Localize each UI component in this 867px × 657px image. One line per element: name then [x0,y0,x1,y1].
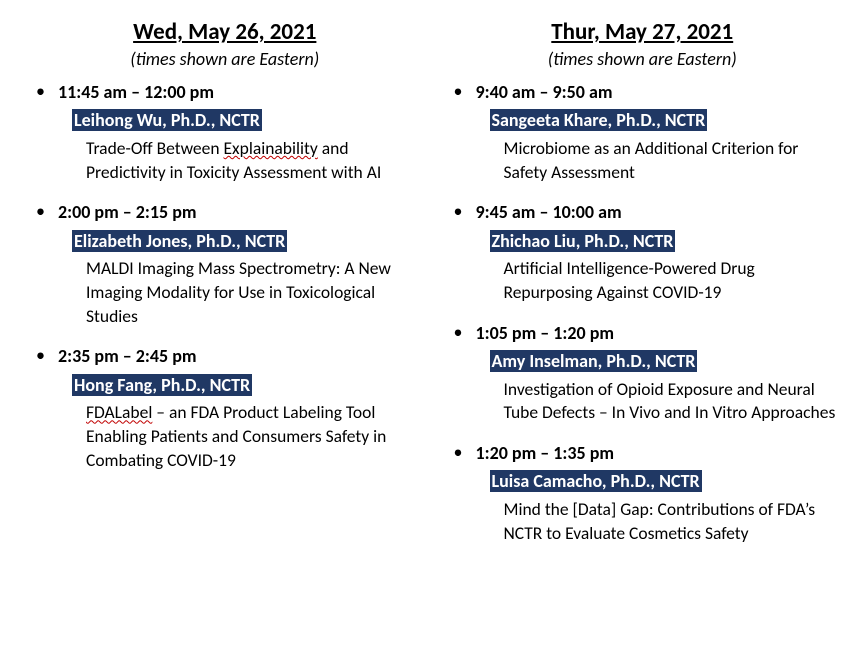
session-title: Mind the [Data] Gap: Contributions of FD… [476,498,840,545]
day-date: Thur, May 27, 2021 [446,18,840,46]
session-title: MALDI Imaging Mass Spectrometry: A New I… [58,257,422,328]
session-item: 11:45 am – 12:00 pm Leihong Wu, Ph.D., N… [36,80,422,184]
title-part: MALDI Imaging Mass Spectrometry: A New I… [86,257,391,326]
day-header-0: Wed, May 26, 2021 (times shown are Easte… [28,18,422,70]
speaker-name: Sangeeta Khare, Ph.D., NCTR [490,109,708,131]
session-time: 11:45 am – 12:00 pm [58,80,422,104]
speaker-name: Amy Inselman, Ph.D., NCTR [490,350,698,372]
session-time: 2:35 pm – 2:45 pm [58,344,422,368]
day-column-0: Wed, May 26, 2021 (times shown are Easte… [28,18,422,561]
session-item: 1:20 pm – 1:35 pm Luisa Camacho, Ph.D., … [454,441,840,545]
session-time: 9:45 am – 10:00 am [476,200,840,224]
day-date: Wed, May 26, 2021 [28,18,422,46]
speaker-line: Hong Fang, Ph.D., NCTR [58,371,422,400]
speaker-name: Leihong Wu, Ph.D., NCTR [72,109,262,131]
title-part-redline: Explainability [224,137,318,159]
speaker-name: Hong Fang, Ph.D., NCTR [72,374,252,396]
session-item: 2:35 pm – 2:45 pm Hong Fang, Ph.D., NCTR… [36,344,422,472]
session-title: Investigation of Opioid Exposure and Neu… [476,378,840,425]
speaker-name: Elizabeth Jones, Ph.D., NCTR [72,230,287,252]
title-part: Investigation of Opioid Exposure and Neu… [504,378,836,424]
session-time: 1:20 pm – 1:35 pm [476,441,840,465]
day-header-1: Thur, May 27, 2021 (times shown are East… [446,18,840,70]
schedule-columns: Wed, May 26, 2021 (times shown are Easte… [28,18,839,561]
title-part: Artificial Intelligence-Powered Drug Rep… [504,257,755,303]
session-list-0: 11:45 am – 12:00 pm Leihong Wu, Ph.D., N… [28,80,422,472]
day-column-1: Thur, May 27, 2021 (times shown are East… [446,18,840,561]
session-item: 9:45 am – 10:00 am Zhichao Liu, Ph.D., N… [454,200,840,304]
session-title: Microbiome as an Additional Criterion fo… [476,137,840,184]
session-item: 9:40 am – 9:50 am Sangeeta Khare, Ph.D.,… [454,80,840,184]
session-title: Trade-Off Between Explainability and Pre… [58,137,422,184]
speaker-name: Luisa Camacho, Ph.D., NCTR [490,470,702,492]
speaker-line: Luisa Camacho, Ph.D., NCTR [476,467,840,496]
session-item: 2:00 pm – 2:15 pm Elizabeth Jones, Ph.D.… [36,200,422,328]
title-part: Mind the [Data] Gap: Contributions of FD… [504,498,816,544]
title-part: Microbiome as an Additional Criterion fo… [504,137,799,183]
speaker-line: Leihong Wu, Ph.D., NCTR [58,106,422,135]
speaker-line: Amy Inselman, Ph.D., NCTR [476,347,840,376]
title-part: Trade-Off Between [86,137,224,159]
session-time: 1:05 pm – 1:20 pm [476,321,840,345]
speaker-line: Zhichao Liu, Ph.D., NCTR [476,227,840,256]
session-time: 2:00 pm – 2:15 pm [58,200,422,224]
day-tz-note: (times shown are Eastern) [446,48,840,70]
speaker-line: Elizabeth Jones, Ph.D., NCTR [58,227,422,256]
title-part-redline: FDALabel [86,401,152,423]
session-list-1: 9:40 am – 9:50 am Sangeeta Khare, Ph.D.,… [446,80,840,545]
session-item: 1:05 pm – 1:20 pm Amy Inselman, Ph.D., N… [454,321,840,425]
day-tz-note: (times shown are Eastern) [28,48,422,70]
speaker-line: Sangeeta Khare, Ph.D., NCTR [476,106,840,135]
session-title: Artificial Intelligence-Powered Drug Rep… [476,257,840,304]
speaker-name: Zhichao Liu, Ph.D., NCTR [490,230,676,252]
session-title: FDALabel – an FDA Product Labeling Tool … [58,401,422,472]
session-time: 9:40 am – 9:50 am [476,80,840,104]
